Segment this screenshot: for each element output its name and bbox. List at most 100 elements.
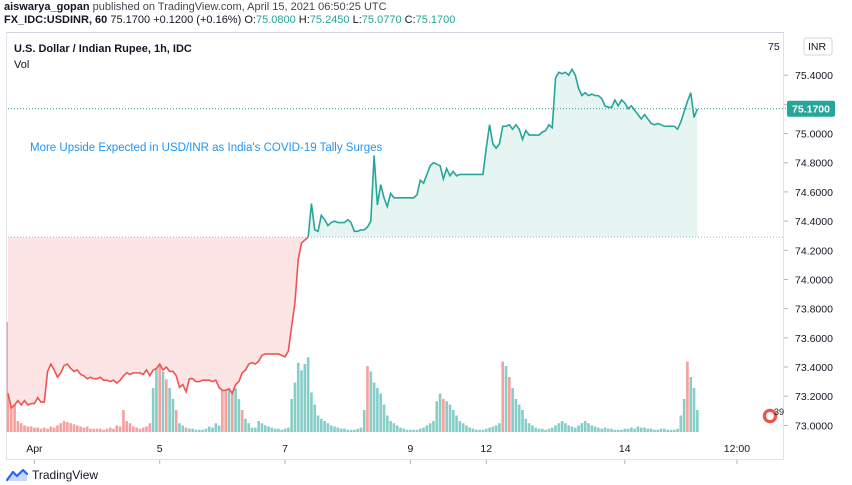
volume-bar [194, 429, 198, 432]
price-line [7, 67, 699, 410]
volume-bar [204, 428, 208, 432]
volume-bar [316, 415, 320, 432]
earnings-badge[interactable]: 39 [761, 407, 784, 425]
volume-bar [603, 427, 607, 432]
y-axis: 75.400075.200075.000074.800074.600074.40… [784, 70, 833, 432]
volume-bar [577, 425, 580, 432]
volume-bar [13, 404, 16, 432]
x-axis: Apr 5 7 9 12 14 12:00 [26, 443, 750, 464]
volume-bar [115, 425, 119, 432]
volume-bar [237, 399, 241, 432]
volume-bar [389, 421, 392, 432]
volume-bar [461, 423, 465, 432]
tradingview-logo-icon [6, 468, 28, 482]
volume-bar [240, 410, 244, 432]
x-tick-label: 14 [619, 443, 631, 455]
volume-bar [69, 423, 72, 432]
volume-bar [39, 428, 43, 432]
volume-bar [616, 429, 620, 432]
volume-bar [633, 428, 636, 432]
volume-bar [679, 415, 683, 432]
volume-bar [72, 424, 76, 432]
x-tick-label: 12:00 [724, 443, 750, 455]
volume-bar [593, 426, 597, 432]
volume-bar [626, 428, 630, 432]
volume-bar [554, 425, 557, 432]
volume-bar [521, 410, 524, 432]
footer-brand-text[interactable]: TradingView [32, 468, 99, 482]
volume-bar [501, 361, 505, 432]
volume-bar [653, 429, 656, 432]
volume-bar [89, 428, 92, 432]
volume-bar [511, 388, 514, 432]
volume-bar [432, 421, 435, 432]
volume-bar [537, 428, 541, 432]
volume-bar [597, 427, 600, 432]
volume-bar [191, 428, 195, 432]
author-name[interactable]: aiswarya_gopan [4, 1, 90, 13]
y-top-cut-label: 75 [768, 41, 780, 53]
volume-bar [171, 399, 175, 432]
volume-bar [108, 427, 112, 432]
volume-bar [306, 357, 310, 432]
volume-bar [300, 370, 303, 432]
volume-bar [33, 427, 36, 432]
volume-bar [244, 418, 247, 432]
volume-bar [267, 426, 270, 432]
symbol-info-bar: FX_IDC:USDINR, 60 75.1700 +0.1200 (+0.16… [4, 13, 455, 27]
volume-bar [290, 399, 293, 432]
volume-bar [125, 421, 129, 432]
volume-bar [207, 426, 211, 432]
volume-bar [531, 425, 534, 432]
currency-button[interactable] [803, 37, 833, 56]
volume-bar [468, 427, 472, 432]
volume-bar [630, 427, 633, 432]
volume-bar [455, 415, 458, 432]
volume-bar [339, 428, 343, 432]
last-price: 75.1700 [110, 14, 151, 26]
volume-bar [600, 428, 604, 432]
volume-bar [326, 423, 330, 432]
volume-bar [448, 404, 452, 432]
volume-bar [343, 428, 346, 432]
volume-bar [333, 426, 336, 432]
x-tick-label: Apr [26, 443, 43, 455]
volume-bar [418, 428, 422, 432]
published-text: published on TradingView.com, April 15, … [92, 1, 387, 13]
volume-bar [270, 427, 274, 432]
volume-bar [46, 428, 49, 432]
volume-bar [508, 377, 511, 432]
volume-bar [385, 415, 389, 432]
volume-bar [280, 429, 284, 432]
symbol-label: FX_IDC:USDINR, 60 [4, 14, 108, 26]
volume-bar [656, 429, 660, 432]
volume-bar [659, 428, 663, 432]
volume-bar [409, 429, 412, 432]
volume-bar [376, 388, 379, 432]
ohlc-low-key: L: [352, 14, 362, 26]
volume-bar [438, 393, 442, 432]
y-tick-label: 75.4000 [795, 70, 833, 82]
volume-bar [329, 425, 333, 432]
badge-count: 39 [774, 407, 784, 417]
currency-label: INR [808, 41, 827, 53]
volume-bar [498, 423, 501, 432]
volume-bar [465, 425, 468, 432]
volume-bar [544, 429, 547, 432]
volume-bar [550, 427, 554, 432]
volume-bar [254, 427, 257, 432]
annotation-text: More Upside Expected in USD/INR as India… [30, 142, 382, 154]
volume-bar [676, 428, 679, 432]
volume-bar [382, 404, 386, 432]
volume-bar [488, 427, 491, 432]
footer-brand: TradingView [6, 466, 98, 484]
volume-bar [303, 363, 307, 432]
y-tick-label: 73.0000 [795, 420, 833, 432]
volume-bar [296, 362, 300, 432]
ohlc-low-value: 75.0770 [361, 14, 402, 26]
volume-bar [221, 382, 224, 432]
volume-bar [313, 404, 317, 432]
volume-bar [178, 423, 181, 432]
volume-bar [514, 399, 518, 432]
